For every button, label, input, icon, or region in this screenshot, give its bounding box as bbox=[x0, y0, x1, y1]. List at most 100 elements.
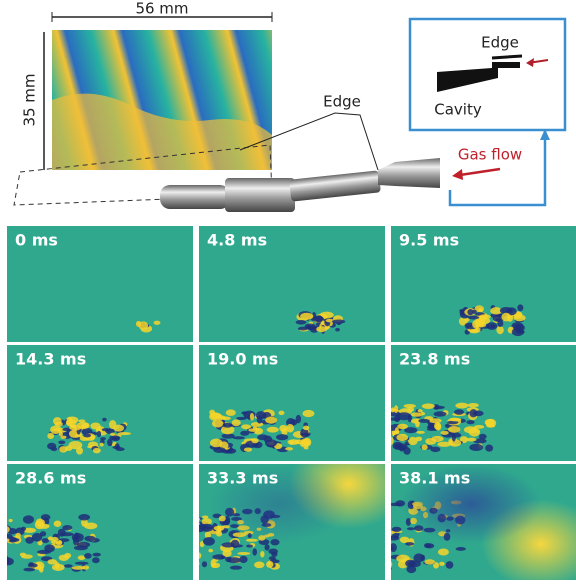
turbulence-blob bbox=[413, 553, 424, 562]
turbulence-blob bbox=[264, 544, 269, 550]
turbulence-blob bbox=[424, 559, 435, 564]
turbulence-blob bbox=[194, 552, 201, 559]
turbulence-blob bbox=[21, 554, 33, 558]
turbulence-blob bbox=[93, 448, 101, 454]
turbulence-blob bbox=[440, 431, 448, 435]
gas-flow-label: Gas flow bbox=[458, 146, 522, 164]
turbulence-blob bbox=[39, 524, 50, 529]
turbulence-blob bbox=[244, 448, 252, 452]
turbulence-blob bbox=[296, 320, 307, 325]
inset-edge bbox=[492, 56, 522, 58]
turbulence-blob bbox=[332, 320, 345, 324]
turbulence-blob bbox=[389, 536, 399, 541]
inset-cavity-label: Cavity bbox=[434, 101, 482, 119]
turbulence-blob bbox=[470, 409, 478, 417]
turbulence-blob bbox=[0, 536, 1, 541]
turbulence-blob bbox=[389, 503, 401, 506]
turbulence-blob bbox=[517, 304, 523, 311]
turbulence-blob bbox=[0, 562, 2, 570]
turbulence-blob bbox=[51, 537, 59, 542]
turbulence-blob bbox=[9, 519, 13, 522]
turbulence-blob bbox=[246, 545, 253, 548]
turbulence-blob bbox=[23, 568, 35, 572]
turbulence-blob bbox=[405, 560, 416, 568]
turbulence-blob bbox=[99, 443, 103, 447]
turbulence-blob bbox=[422, 403, 435, 409]
turbulence-blob bbox=[209, 410, 215, 416]
gas-flow-arrowhead bbox=[452, 169, 463, 180]
scale-width-label: 56 mm bbox=[135, 0, 188, 18]
turbulence-blob bbox=[59, 555, 69, 561]
frame-label: 33.3 ms bbox=[207, 469, 278, 488]
turbulence-blob bbox=[52, 564, 65, 571]
turbulence-blob bbox=[0, 515, 1, 521]
turbulence-blob bbox=[66, 417, 72, 426]
turbulence-blob bbox=[236, 417, 247, 420]
scale-height-label: 35 mm bbox=[21, 73, 39, 126]
turbulence-blob bbox=[416, 431, 425, 434]
turbulence-blob bbox=[92, 557, 100, 563]
turbulence-blob bbox=[303, 426, 309, 431]
turbulence-blob bbox=[464, 426, 477, 433]
frame-grid: 0 ms4.8 ms9.5 ms14.3 ms19.0 ms23.8 ms28.… bbox=[0, 226, 576, 581]
turbulence-blob bbox=[335, 328, 340, 332]
turbulence-blob bbox=[227, 557, 241, 563]
turbulence-blob bbox=[434, 411, 447, 416]
turbulence-blob bbox=[418, 419, 430, 423]
turbulence-blob bbox=[77, 422, 90, 429]
turbulence-blob bbox=[44, 544, 55, 552]
turbulence-blob bbox=[93, 553, 101, 557]
turbulence-blob bbox=[194, 517, 200, 522]
turbulence-blob bbox=[69, 441, 83, 449]
turbulence-blob bbox=[47, 559, 57, 565]
frame: 9.5 ms bbox=[391, 226, 576, 342]
turbulence-blob bbox=[411, 412, 423, 416]
turbulence-blob bbox=[78, 514, 90, 520]
turbulence-blob bbox=[41, 514, 51, 520]
turbulence-blob bbox=[241, 424, 251, 429]
turbulence-blob bbox=[286, 424, 294, 432]
frame: 14.3 ms bbox=[7, 345, 193, 461]
turbulence-blob bbox=[237, 552, 250, 555]
turbulence-blob bbox=[397, 424, 408, 430]
frame: 19.0 ms bbox=[199, 345, 385, 461]
turbulence-blob bbox=[424, 543, 431, 548]
turbulence-blob bbox=[23, 515, 34, 524]
turbulence-blob bbox=[154, 321, 161, 325]
turbulence-blob bbox=[388, 417, 401, 420]
turbulence-blob bbox=[479, 434, 487, 440]
turbulence-blob bbox=[39, 566, 44, 572]
frame-label: 9.5 ms bbox=[399, 231, 459, 250]
turbulence-blob bbox=[468, 403, 479, 408]
turbulence-blob bbox=[232, 436, 245, 439]
turbulence-blob bbox=[446, 561, 454, 569]
turbulence-blob bbox=[83, 434, 91, 438]
frame: 0 ms bbox=[7, 226, 193, 342]
turbulence-blob bbox=[15, 533, 20, 538]
turbulence-blob bbox=[268, 548, 278, 554]
turbulence-blob bbox=[276, 434, 288, 440]
frame-label: 14.3 ms bbox=[15, 350, 86, 369]
turbulence-blob bbox=[267, 427, 279, 433]
turbulence-blob bbox=[254, 561, 264, 568]
frame-label: 28.6 ms bbox=[15, 469, 86, 488]
turbulence-blob bbox=[407, 527, 415, 530]
turbulence-blob bbox=[226, 409, 236, 416]
frame-label: 23.8 ms bbox=[399, 350, 470, 369]
turbulence-blob bbox=[298, 327, 308, 331]
turbulence-blob bbox=[54, 521, 62, 527]
turbulence-blob bbox=[396, 434, 408, 441]
turbulence-blob bbox=[496, 326, 503, 334]
turbulence-blob bbox=[455, 403, 468, 409]
turbulence-blob bbox=[278, 411, 284, 416]
turbulence-blob bbox=[212, 420, 223, 428]
turbulence-blob bbox=[193, 525, 205, 532]
turbulence-blob bbox=[112, 446, 120, 449]
turbulence-blob bbox=[265, 417, 277, 424]
turbulence-blob bbox=[501, 313, 511, 322]
turbulence-blob bbox=[2, 538, 10, 541]
turbulence-blob bbox=[110, 433, 115, 436]
turbulence-blob bbox=[466, 438, 477, 442]
turbulence-blob bbox=[90, 422, 100, 429]
turbulence-blob bbox=[466, 420, 474, 424]
